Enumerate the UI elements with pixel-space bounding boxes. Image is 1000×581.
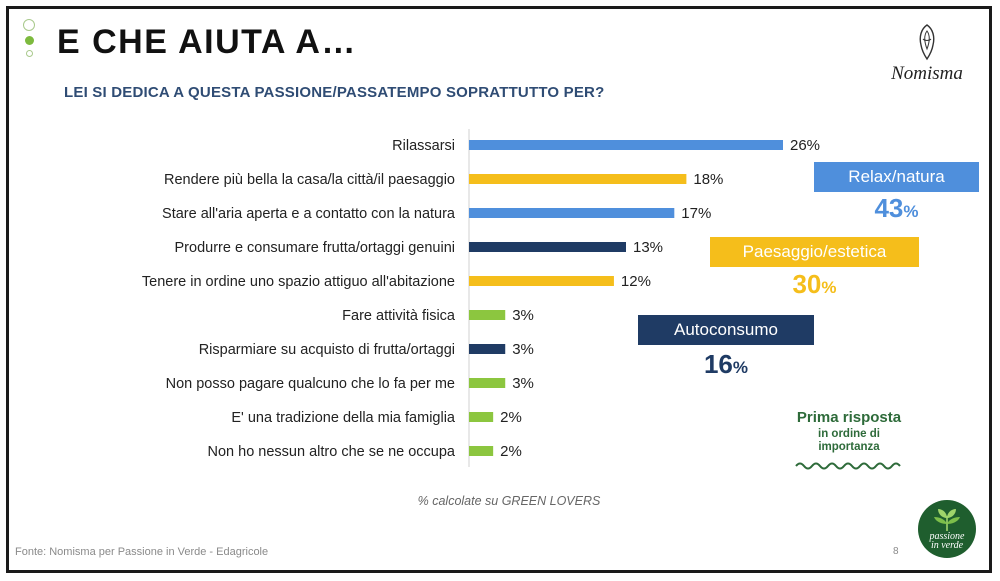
note-line-2: importanza xyxy=(818,441,880,453)
partner-logo-line-2: in verde xyxy=(930,540,964,551)
bar xyxy=(469,310,506,320)
value-label: 3% xyxy=(512,307,534,324)
category-label: Rilassarsi xyxy=(392,138,455,154)
footnote: % calcolate su GREEN LOVERS xyxy=(417,494,601,508)
group-paesaggio-label: Paesaggio/estetica xyxy=(710,237,919,267)
percent-sign: % xyxy=(821,278,837,297)
group-paesaggio-value: 30% xyxy=(710,269,919,300)
page-number: 8 xyxy=(893,546,899,557)
partner-logo-line-1: passione xyxy=(929,531,965,542)
bar xyxy=(469,242,626,252)
category-label: Produrre e consumare frutta/ortaggi genu… xyxy=(175,240,456,256)
group-autoconsumo-value: 16% xyxy=(638,349,814,380)
dot-icon xyxy=(23,19,35,31)
group-autoconsumo-number: 16 xyxy=(703,349,733,379)
percent-sign: % xyxy=(903,202,919,221)
value-label: 12% xyxy=(621,273,651,290)
category-label: Rendere più bella la casa/la città/il pa… xyxy=(164,172,455,188)
nomisma-emblem-icon xyxy=(919,24,935,61)
note-title: Prima risposta xyxy=(796,409,902,426)
value-label: 26% xyxy=(790,137,820,154)
bar xyxy=(469,174,687,184)
group-relax-number: 43 xyxy=(874,193,904,223)
value-label: 18% xyxy=(693,171,723,188)
nomisma-logo: Nomisma xyxy=(877,23,977,85)
category-label: Fare attività fisica xyxy=(342,308,456,324)
value-label: 17% xyxy=(681,205,711,222)
question-subtitle: LEI SI DEDICA A QUESTA PASSIONE/PASSATEM… xyxy=(64,84,605,101)
value-label: 13% xyxy=(633,239,663,256)
category-label: Risparmiare su acquisto di frutta/ortagg… xyxy=(199,342,455,358)
category-label: Non posso pagare qualcuno che lo fa per … xyxy=(166,376,455,392)
note-subtitle: in ordine di importanza xyxy=(779,428,919,454)
bar xyxy=(469,140,783,150)
bar xyxy=(469,276,614,286)
group-paesaggio-number: 30 xyxy=(792,269,822,299)
value-label: 3% xyxy=(512,375,534,392)
category-label: Stare all'aria aperta e a contatto con l… xyxy=(162,206,456,222)
value-labels: 26% 18% 17% 13% 12% 3% 3% 3% 2% 2% xyxy=(500,137,820,460)
category-label: Non ho nessun altro che se ne occupa xyxy=(208,444,456,460)
bar xyxy=(469,412,494,422)
leaf-icon xyxy=(934,509,960,531)
value-label: 2% xyxy=(500,409,522,426)
bar xyxy=(469,344,506,354)
slide: E CHE AIUTA A… LEI SI DEDICA A QUESTA PA… xyxy=(6,6,992,573)
value-label: 2% xyxy=(500,443,522,460)
group-relax-value: 43% xyxy=(814,193,979,224)
logo-text: Nomisma xyxy=(891,63,963,84)
group-autoconsumo-label: Autoconsumo xyxy=(638,315,814,345)
note-line-1: in ordine di xyxy=(818,428,880,440)
decorative-dots xyxy=(22,19,36,62)
value-label: 3% xyxy=(512,341,534,358)
category-label: Tenere in ordine uno spazio attiguo all'… xyxy=(142,274,455,290)
bar xyxy=(469,446,494,456)
category-label: E' una tradizione della mia famiglia xyxy=(231,410,456,426)
bar-chart: Rilassarsi Rendere più bella la casa/la c… xyxy=(142,129,820,467)
percent-sign: % xyxy=(732,358,749,377)
page-title: E CHE AIUTA A… xyxy=(57,23,357,61)
partner-logo-text: passione in verde xyxy=(918,531,976,551)
source-note: Fonte: Nomisma per Passione in Verde - E… xyxy=(15,546,269,558)
category-labels: Rilassarsi Rendere più bella la casa/la c… xyxy=(142,138,456,460)
bar xyxy=(469,208,675,218)
passione-in-verde-logo: passione in verde xyxy=(918,500,976,558)
group-relax-label: Relax/natura xyxy=(814,162,979,192)
squiggle-underline-icon xyxy=(795,462,901,470)
bar xyxy=(469,378,506,388)
dot-icon xyxy=(24,36,34,45)
dot-icon xyxy=(25,50,33,57)
bars xyxy=(469,140,783,456)
